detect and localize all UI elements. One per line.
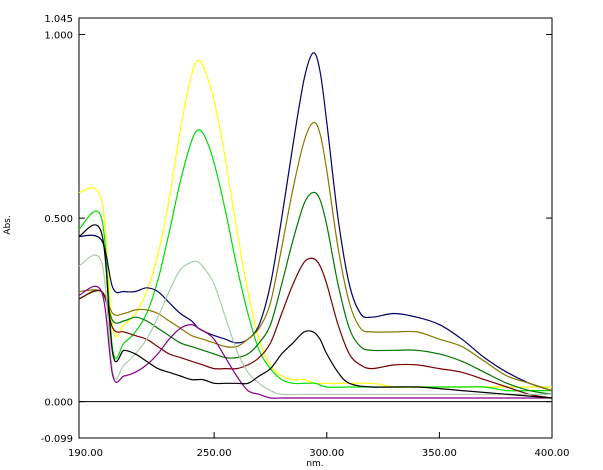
spectrum-series-line-1: [78, 59, 552, 388]
y-tick-label: 1.045: [44, 14, 73, 25]
spectrum-series-line-7: [78, 254, 552, 396]
x-axis-ticks: 190.00 250.00 300.00 350.00 400.00: [68, 432, 570, 459]
x-axis-title: nm.: [306, 459, 323, 469]
x-tick-label: 400.00: [535, 448, 570, 459]
spectrum-series-line-3: [78, 52, 553, 392]
y-axis-title: Abs.: [3, 215, 13, 234]
spectrum-series-line-6: [78, 257, 553, 399]
series-layer: [78, 52, 553, 399]
x-tick-label: 250.00: [197, 448, 232, 459]
spectrum-series-line-4: [78, 121, 553, 392]
y-tick-label: 0.500: [44, 214, 73, 225]
y-axis-ticks: 1.045 1.000 0.500 0.000 -0.099: [41, 14, 552, 445]
spectrum-series-line-5: [78, 191, 553, 395]
x-tick-label: 300.00: [309, 448, 344, 459]
y-tick-label: 1.000: [44, 31, 73, 42]
x-tick-label: 350.00: [422, 448, 457, 459]
spectrum-series-line-8: [78, 285, 552, 399]
y-tick-label: 0.000: [44, 398, 73, 409]
y-tick-label: -0.099: [41, 434, 73, 445]
x-tick-label: 190.00: [68, 448, 103, 459]
plot-frame: [78, 17, 553, 439]
spectrum-series-line-2: [78, 129, 552, 392]
spectrum-series-line-9: [78, 224, 553, 399]
